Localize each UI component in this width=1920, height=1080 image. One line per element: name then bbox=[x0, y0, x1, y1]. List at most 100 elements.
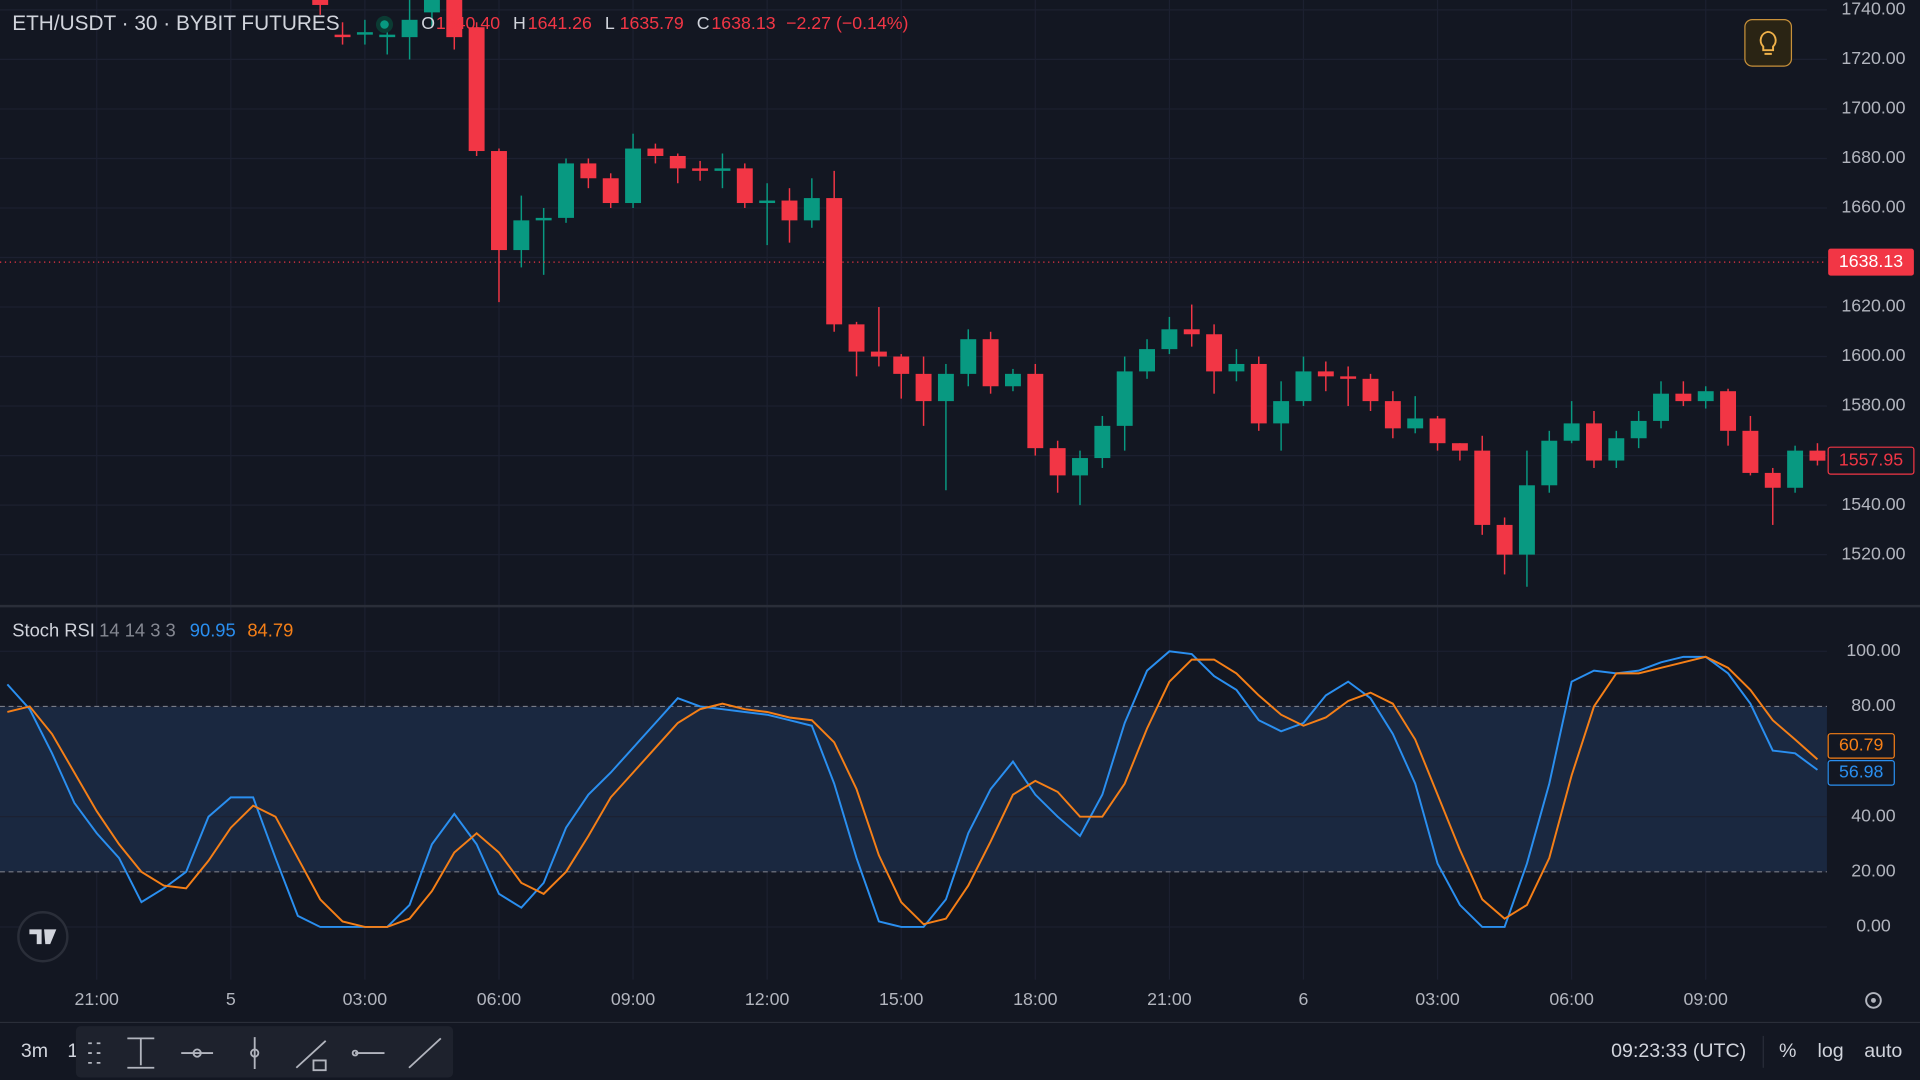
auto-toggle[interactable]: auto bbox=[1864, 1040, 1902, 1062]
candle-body bbox=[1541, 440, 1558, 486]
candle-body bbox=[1139, 349, 1155, 372]
y-tick-label: 20.00 bbox=[1851, 861, 1896, 881]
candle-body bbox=[1630, 420, 1647, 439]
status-dot bbox=[380, 20, 389, 29]
candle-body bbox=[1295, 371, 1312, 402]
candle-body bbox=[491, 151, 507, 251]
y-tick-label: 1660.00 bbox=[1841, 197, 1905, 217]
last-price-label: 1557.95 bbox=[1839, 449, 1903, 469]
candle-body bbox=[1474, 450, 1491, 525]
clock: 09:23:33 (UTC) bbox=[1611, 1040, 1746, 1062]
candle-body bbox=[334, 34, 351, 38]
candle-body bbox=[937, 373, 954, 402]
candle-body bbox=[1608, 438, 1625, 461]
interval-extra[interactable]: 1 bbox=[67, 1040, 78, 1062]
drawing-toolbar bbox=[75, 1026, 454, 1078]
k-legend-value: 90.95 bbox=[190, 620, 236, 641]
x-tick-label: 09:00 bbox=[1684, 989, 1729, 1009]
y-tick-label: 1580.00 bbox=[1841, 395, 1905, 415]
candle-body bbox=[356, 32, 373, 35]
candle-body bbox=[513, 220, 530, 251]
x-tick-label: 06:00 bbox=[1549, 989, 1594, 1009]
ohlc-key: L bbox=[605, 13, 615, 33]
candle-body bbox=[1094, 425, 1111, 459]
ohlc-value: 1635.79 bbox=[620, 13, 684, 33]
x-tick-label: 03:00 bbox=[343, 989, 388, 1009]
candle-body bbox=[736, 168, 753, 204]
candle-body bbox=[1317, 371, 1334, 377]
x-tick-label: 21:00 bbox=[1147, 989, 1192, 1009]
candle-body bbox=[1362, 378, 1379, 402]
candle-body bbox=[1586, 423, 1602, 461]
x-tick-label: 5 bbox=[226, 989, 236, 1009]
tool-ray[interactable] bbox=[351, 1049, 385, 1057]
candle-body bbox=[960, 339, 977, 374]
change: −2.27 (−0.14%) bbox=[786, 13, 908, 33]
candle-body bbox=[401, 19, 418, 38]
ideas-button[interactable] bbox=[1744, 18, 1793, 67]
tool-hray[interactable] bbox=[181, 1048, 214, 1058]
candle-body bbox=[580, 163, 597, 179]
tool-vline[interactable] bbox=[127, 1037, 155, 1069]
price-label-box bbox=[1828, 248, 1914, 276]
candle-body bbox=[1183, 329, 1200, 335]
x-tick-label: 6 bbox=[1299, 989, 1309, 1009]
tool-line[interactable] bbox=[408, 1037, 442, 1069]
tool-trend[interactable] bbox=[295, 1040, 327, 1072]
settings-button[interactable] bbox=[1865, 992, 1882, 1009]
drawing-tools bbox=[88, 1037, 442, 1072]
candle-body bbox=[982, 339, 999, 387]
last-value-box bbox=[1827, 760, 1895, 786]
candle-body bbox=[692, 168, 709, 171]
price-label: 1638.13 bbox=[1839, 251, 1903, 271]
candle-body bbox=[446, 0, 463, 38]
y-tick-label: 1740.00 bbox=[1841, 0, 1905, 19]
candle-body bbox=[1429, 418, 1446, 444]
candle-body bbox=[781, 200, 798, 221]
x-tick-label: 09:00 bbox=[611, 989, 656, 1009]
candle-body bbox=[1161, 329, 1178, 350]
last-value-label: 56.98 bbox=[1839, 762, 1884, 782]
candle-body bbox=[1340, 376, 1357, 379]
ohlc-value: 1638.13 bbox=[711, 13, 775, 33]
candle-body bbox=[1764, 472, 1781, 488]
percent-toggle[interactable]: % bbox=[1779, 1040, 1796, 1062]
x-tick-label: 21:00 bbox=[75, 989, 120, 1009]
candle-body bbox=[1451, 443, 1468, 451]
tool-vertical[interactable] bbox=[250, 1037, 260, 1069]
x-tick-label: 18:00 bbox=[1013, 989, 1058, 1009]
log-toggle[interactable]: log bbox=[1818, 1040, 1844, 1062]
candle-body bbox=[1273, 401, 1290, 424]
candle-body bbox=[1563, 423, 1580, 441]
candle-body bbox=[535, 217, 552, 221]
candle-body bbox=[1384, 401, 1401, 429]
candle-body bbox=[558, 163, 574, 218]
y-tick-label: 1620.00 bbox=[1841, 296, 1905, 316]
last-value-box bbox=[1827, 733, 1895, 759]
settings-dot bbox=[1871, 997, 1876, 1003]
labels: 21:00 5 03:00 06:00 09:00 12:00 15:00 18:00 21:0… bbox=[75, 0, 1915, 1009]
indicator-line bbox=[7, 655, 1819, 928]
candle-body bbox=[1206, 334, 1223, 372]
candle-body bbox=[1250, 363, 1267, 424]
candle-body bbox=[1675, 393, 1692, 402]
logo[interactable] bbox=[17, 911, 69, 963]
y-tick-label: 1720.00 bbox=[1841, 48, 1905, 68]
interval-button[interactable]: 3m bbox=[21, 1040, 48, 1062]
candle-body bbox=[893, 356, 910, 374]
candle-body bbox=[669, 155, 686, 169]
candle-body bbox=[1005, 373, 1021, 387]
x-tick-label: 03:00 bbox=[1415, 989, 1460, 1009]
ohlc-key: C bbox=[697, 13, 710, 33]
ohlc-value: 1641.26 bbox=[528, 13, 592, 33]
candle-body bbox=[1518, 485, 1535, 555]
candle-body bbox=[468, 27, 485, 152]
indicator-title: Stoch RSI bbox=[12, 620, 95, 641]
indicator-params: 14 14 3 3 bbox=[99, 620, 176, 641]
ohlc-key: H bbox=[513, 13, 526, 33]
candle-body bbox=[826, 198, 843, 325]
candle-body bbox=[1809, 450, 1826, 461]
candle-body bbox=[1720, 391, 1737, 431]
candle-body bbox=[1697, 391, 1714, 402]
